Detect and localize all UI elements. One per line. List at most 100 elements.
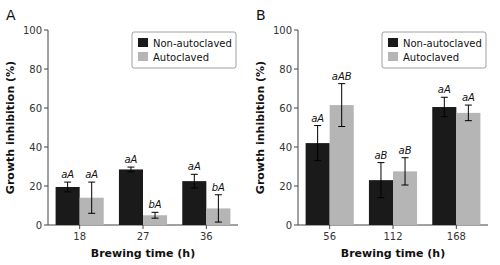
error-bar-cap — [64, 182, 71, 183]
y-tick-label: 0 — [36, 220, 42, 231]
x-tick-label: 168 — [447, 231, 466, 242]
error-bar-cap — [402, 157, 409, 158]
bars — [56, 167, 231, 225]
annotation: aB — [374, 150, 387, 161]
error-bar-cap — [127, 171, 134, 172]
legend-swatch — [138, 38, 148, 47]
error-bar-cap — [314, 125, 321, 126]
y-tick — [294, 69, 298, 70]
bar — [432, 107, 456, 225]
error-bar — [64, 182, 71, 192]
x-tick — [456, 225, 457, 229]
x-tick-label: 112 — [383, 231, 402, 242]
x-tick — [393, 225, 394, 229]
panel-label: A — [6, 7, 16, 23]
y-tick-label: 0 — [286, 220, 292, 231]
error-bar-cap — [191, 187, 198, 188]
legend-entry: Non-autoclaved — [153, 38, 232, 49]
error-bar — [441, 97, 448, 117]
error-bar-cap — [441, 97, 448, 98]
error-bar-cap — [338, 126, 345, 127]
error-bar-stem — [130, 167, 131, 172]
legend-entry: Autoclaved — [403, 52, 459, 63]
y-tick-label: 80 — [279, 64, 292, 75]
y-axis-label: Growth inhibition (%) — [254, 61, 267, 194]
bars — [306, 84, 481, 225]
annotation: aA — [462, 92, 475, 103]
error-bar-cap — [215, 222, 222, 223]
error-bar-stem — [67, 182, 68, 192]
y-tick-label: 100 — [273, 25, 292, 36]
bar — [456, 113, 480, 225]
annotation: aA — [61, 169, 74, 180]
error-bar-stem — [155, 212, 156, 218]
bar — [119, 169, 143, 225]
error-bar-stem — [218, 195, 219, 222]
y-tick — [294, 225, 298, 226]
annotations: aAaAaAaAbAbA — [61, 154, 225, 210]
error-bar-cap — [88, 213, 95, 214]
legend-entry: Autoclaved — [153, 52, 209, 63]
error-bar-cap — [191, 174, 198, 175]
error-bar — [377, 163, 384, 198]
x-tick — [206, 225, 207, 229]
error-bar-stem — [380, 163, 381, 198]
error-bar-cap — [402, 185, 409, 186]
legend: Non-autoclaved Autoclaved — [132, 32, 236, 68]
error-bar-cap — [377, 197, 384, 198]
bar — [182, 181, 206, 225]
y-tick — [44, 108, 48, 109]
y-axis-line — [48, 30, 49, 225]
legend: Non-autoclavedAutoclaved — [382, 32, 486, 68]
error-bar-stem — [91, 182, 92, 213]
error-bar — [402, 158, 409, 185]
x-tick-label: 36 — [200, 231, 213, 242]
annotation: aA — [438, 84, 451, 95]
error-bar-stem — [405, 158, 406, 185]
error-bar — [88, 182, 95, 213]
y-tick — [44, 30, 48, 31]
error-bar-stem — [468, 105, 469, 121]
annotation: aA — [124, 154, 137, 165]
x-axis-label: Brewing time (h) — [341, 247, 445, 260]
y-axis-line — [298, 30, 299, 225]
legend-frame — [382, 32, 486, 68]
y-tick — [44, 225, 48, 226]
error-bar-cap — [152, 218, 159, 219]
error-bar-cap — [465, 120, 472, 121]
error-bar-cap — [152, 212, 159, 213]
error-bar-stem — [194, 174, 195, 188]
y-tick-label: 20 — [29, 181, 42, 192]
x-axis-label: Brewing time (h) — [91, 247, 195, 260]
y-tick — [44, 147, 48, 148]
error-bar-cap — [88, 182, 95, 183]
legend-swatch — [388, 52, 398, 61]
error-bar-cap — [314, 160, 321, 161]
y-tick — [294, 30, 298, 31]
annotation: aA — [85, 169, 98, 180]
error-bar-stem — [444, 97, 445, 117]
error-bar — [215, 195, 222, 222]
y-tick-label: 60 — [279, 103, 292, 114]
y-tick-label: 60 — [29, 103, 42, 114]
panel: 02040608010056112168aAaBaAaABaBaABrewing… — [254, 7, 488, 260]
x-tick — [329, 225, 330, 229]
annotation: aAB — [332, 71, 352, 82]
error-bar-cap — [441, 116, 448, 117]
panel: 020406080100182736aAaAaAaAbAbABrewing ti… — [4, 7, 238, 260]
y-axis-label: Growth inhibition (%) — [4, 61, 17, 194]
figure: 020406080100182736aAaAaAaAbAbABrewing ti… — [0, 0, 500, 265]
annotation: aB — [399, 145, 412, 156]
error-bar-cap — [127, 167, 134, 168]
error-bar-cap — [377, 162, 384, 163]
y-tick — [44, 69, 48, 70]
error-bar-stem — [317, 126, 318, 161]
panel-label: B — [256, 7, 266, 23]
annotation: aA — [311, 113, 324, 124]
error-bar — [152, 212, 159, 218]
y-tick — [294, 108, 298, 109]
y-tick — [294, 186, 298, 187]
error-bar — [191, 174, 198, 188]
error-bar — [338, 84, 345, 127]
error-bar — [127, 167, 134, 172]
